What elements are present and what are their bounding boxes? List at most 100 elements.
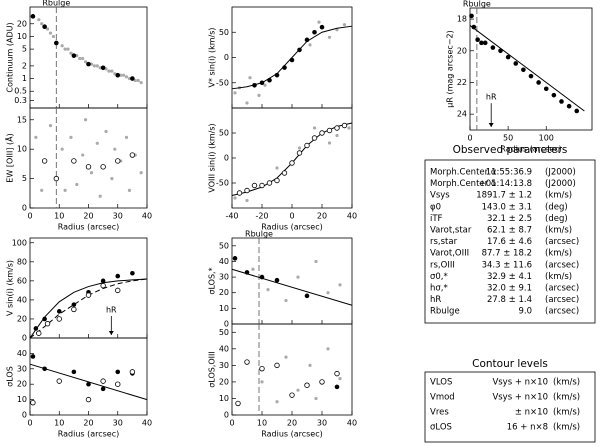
data-point (314, 259, 318, 264)
param-name: rs,star (430, 237, 458, 247)
data-point (89, 171, 94, 175)
data-point (266, 180, 273, 186)
param-name: σ0,* (430, 272, 448, 282)
data-point (85, 292, 92, 298)
data-point (319, 24, 325, 30)
y-tick-label: 0.3 (14, 96, 27, 105)
parameter-box (424, 159, 596, 324)
data-point (505, 54, 511, 60)
data-point (275, 400, 279, 404)
bulge-label: Rbulge (245, 230, 273, 239)
param-name: iTF (430, 214, 443, 224)
data-point (136, 78, 140, 83)
plot-frame (231, 323, 353, 416)
data-point (95, 141, 99, 145)
data-point (251, 182, 258, 189)
data-point (251, 267, 255, 271)
data-point (281, 170, 288, 176)
data-point (327, 141, 332, 145)
x-tick-label: 0 (229, 419, 234, 428)
y-tick-label: 30 (219, 273, 229, 282)
data-point (63, 188, 67, 192)
data-point (107, 69, 111, 73)
param-value: 32.0 ± 9.1 (487, 284, 532, 294)
x-tick-label: 0 (27, 419, 32, 428)
plot-frame (231, 107, 353, 209)
data-point (75, 182, 79, 187)
data-point (83, 118, 88, 122)
data-point (244, 359, 250, 365)
data-point (274, 362, 280, 369)
data-point (475, 37, 480, 42)
param-value: 17.6 ± 4.6 (487, 237, 532, 247)
data-point (274, 72, 280, 78)
data-point (69, 51, 73, 55)
data-point (308, 363, 312, 367)
data-point (235, 400, 241, 407)
data-point (275, 166, 279, 170)
data-point (115, 273, 121, 279)
arrow-head (108, 331, 114, 335)
param-name: Vsys (430, 191, 450, 201)
data-point (338, 283, 342, 287)
data-point (257, 93, 261, 97)
data-point (100, 378, 106, 384)
y-tick-label: 18 (457, 15, 467, 24)
data-point (259, 182, 265, 189)
data-point (259, 365, 265, 372)
data-point (282, 65, 287, 70)
data-point (115, 381, 121, 387)
data-point (296, 150, 303, 156)
y-axis-label: σLOS,* (208, 267, 217, 294)
contour-unit: (km/s) (553, 408, 580, 418)
data-point (311, 135, 318, 141)
data-point (260, 380, 264, 384)
data-point (83, 60, 88, 64)
x-tick-label: 30 (113, 419, 123, 428)
param-value: 9.0 (518, 307, 532, 317)
data-point (71, 302, 77, 307)
data-point (130, 270, 135, 276)
param-value: 27.8 ± 1.4 (487, 295, 532, 305)
data-point (245, 101, 249, 105)
y-tick-label: 40 (219, 257, 229, 266)
data-point (45, 27, 50, 31)
model-line (29, 278, 148, 339)
param-name: Morph.Center α (430, 168, 497, 178)
param-unit: (km/s) (545, 249, 572, 259)
x-axis-label: Radius (arcsec) (261, 430, 323, 439)
y-axis-label: σLOS,OIII (208, 351, 217, 388)
param-value: 11:55:36.9 (486, 168, 532, 178)
x-tick-label: 40 (347, 212, 357, 221)
data-point (335, 133, 339, 138)
data-point (129, 369, 136, 375)
x-tick-label: 0 (289, 212, 294, 221)
plot-frame (29, 337, 148, 416)
x-tick-label: 40 (142, 419, 152, 428)
data-point (259, 80, 265, 86)
param-unit: (km/s) (545, 191, 572, 201)
param-name: Varot,OIII (430, 249, 469, 259)
contour-value: 16 + n×8 (507, 423, 548, 433)
data-point (252, 82, 257, 88)
param-unit: (km/s) (545, 272, 572, 282)
data-point (327, 35, 332, 39)
y-tick-label: 0 (224, 320, 229, 329)
data-point (232, 256, 238, 261)
data-point (78, 56, 82, 61)
y-tick-label: 0 (22, 204, 27, 213)
param-unit: (J2000) (545, 179, 576, 189)
data-point (66, 47, 70, 51)
data-point (326, 347, 330, 351)
param-name: φ0 (430, 202, 441, 212)
y-axis-label: Continuum (ADU) (6, 22, 15, 92)
y-tick-label: 10 (219, 304, 229, 313)
param-unit: (arcsec) (545, 295, 579, 305)
data-point (54, 40, 59, 46)
data-point (521, 67, 526, 73)
data-point (334, 125, 340, 131)
param-unit: (km/s) (545, 226, 572, 236)
data-point (95, 64, 99, 68)
data-point (30, 14, 36, 19)
